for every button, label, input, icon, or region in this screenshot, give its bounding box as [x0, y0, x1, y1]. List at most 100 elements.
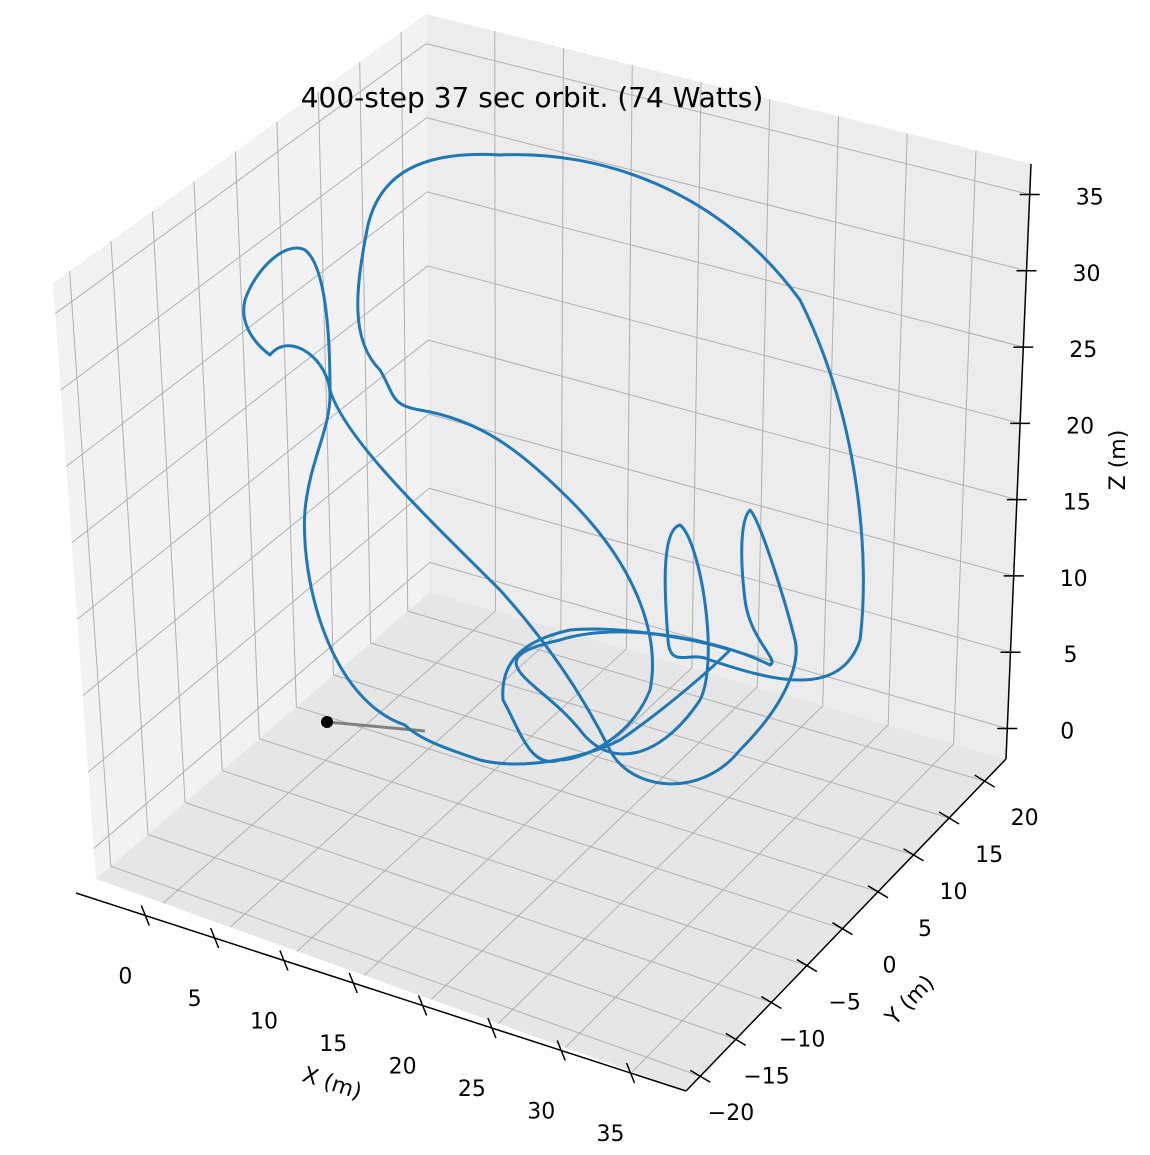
right-pane: [426, 14, 1031, 759]
grid-line: [426, 117, 1027, 272]
y-tick: [938, 811, 960, 825]
x-tick: [556, 1040, 566, 1061]
grid-line: [427, 265, 1021, 424]
x-tick: [140, 905, 151, 926]
grid-line: [234, 151, 260, 739]
grid-line: [69, 271, 112, 867]
axes-panes: [53, 14, 1031, 1091]
grid-line: [333, 674, 914, 856]
x-tick: [625, 1062, 636, 1084]
floor-pane: [96, 592, 1006, 1091]
x-tick-label: 35: [597, 1122, 625, 1147]
x-tick-label: 10: [250, 1010, 278, 1035]
y-axis-line: [685, 758, 1007, 1092]
y-tick-label: 15: [975, 843, 1003, 868]
x-tick: [487, 1017, 497, 1039]
grid-line: [887, 133, 908, 725]
grid-line: [184, 801, 772, 1003]
x-tick-label: 25: [458, 1077, 486, 1102]
grid-line: [756, 99, 771, 687]
z-tick-label: 35: [1076, 186, 1104, 211]
x-tick: [279, 950, 289, 971]
z-tick-label: 0: [1060, 719, 1074, 744]
grid-line: [60, 117, 428, 391]
y-tick-label: 20: [1011, 806, 1039, 831]
x-axis-line: [75, 892, 687, 1092]
grid-line: [370, 642, 950, 819]
z-tick-label: 30: [1073, 262, 1101, 287]
y-tick: [832, 922, 853, 936]
x-tick-label: 30: [527, 1100, 555, 1125]
trajectory-line: [242, 152, 865, 786]
grid-line: [162, 610, 496, 904]
grid-line: [259, 738, 843, 930]
z-axis-line: [1005, 163, 1032, 760]
x-tick: [209, 927, 220, 949]
y-axis-label: Y (m): [880, 971, 940, 1032]
grid-line: [427, 191, 1024, 348]
grid-line: [110, 865, 701, 1077]
grid-line: [93, 561, 431, 849]
y-ticks: −20 −15 −10−5 05 10 15 20: [689, 774, 1039, 1126]
grid-line: [363, 667, 693, 976]
z-tick-label: 5: [1063, 643, 1077, 668]
grid-line: [407, 610, 985, 782]
grid-line: [296, 706, 879, 893]
grid-line: [71, 265, 429, 544]
y-tick: [725, 1032, 747, 1046]
start-marker: [321, 716, 333, 728]
x-tick: [348, 972, 358, 994]
x-tick-label: 15: [319, 1032, 347, 1057]
grid-line: [691, 82, 702, 668]
y-tick-label: −5: [828, 991, 860, 1016]
z-tick-label: 15: [1063, 491, 1091, 516]
grid-line: [429, 487, 1011, 653]
z-tick-label: 20: [1066, 414, 1094, 439]
y-tick: [903, 848, 924, 862]
y-tick: [760, 995, 782, 1010]
z-ticks: 0 5 10 15 20 25 30 35: [997, 186, 1104, 744]
grid-line: [400, 31, 409, 612]
y-tick-label: −15: [743, 1064, 789, 1089]
y-tick-label: −20: [708, 1101, 754, 1126]
grid-line: [625, 65, 633, 649]
x-tick: [417, 995, 428, 1016]
grid-line: [494, 31, 496, 611]
axis-lines: [75, 163, 1032, 1092]
chart-title: 400-step 37 sec orbit. (74 Watts): [301, 81, 764, 114]
grid-line: [110, 241, 149, 835]
z-axis-label: Z (m): [1106, 430, 1131, 491]
grid-line: [147, 833, 736, 1040]
grid-line: [560, 48, 564, 630]
x-axis-label: X (m): [299, 1063, 364, 1106]
y-tick-label: −10: [779, 1027, 825, 1052]
grid-line: [953, 150, 977, 744]
grid-line: [359, 61, 372, 644]
grid-line: [426, 43, 1030, 195]
grid-line: [632, 743, 954, 1073]
y-tick-label: 5: [918, 917, 932, 942]
grid-line: [428, 339, 1018, 501]
x-tick-label: 20: [389, 1055, 417, 1080]
x-tick-label: 5: [188, 987, 202, 1012]
grid-line: [564, 724, 889, 1048]
left-pane: [53, 14, 430, 879]
grid-line: [296, 648, 627, 952]
y-tick: [689, 1069, 711, 1083]
grid-line: [428, 413, 1014, 577]
grid-line: [822, 116, 839, 706]
grid-line: [317, 91, 335, 675]
grid-line: [430, 686, 758, 1000]
grid-line: [87, 487, 430, 773]
grid-line: [222, 770, 808, 967]
grid-line: [82, 413, 430, 697]
x-ticks: 0 5 10 15 20 25 30 35: [118, 905, 636, 1147]
grid-right: [426, 31, 1030, 744]
z-tick-label: 10: [1060, 567, 1088, 592]
y-tick: [796, 958, 818, 973]
z-tick-label: 25: [1069, 338, 1097, 363]
y-tick-label: 10: [940, 880, 968, 905]
y-tick-label: 0: [882, 954, 896, 979]
grid-line: [497, 705, 824, 1024]
